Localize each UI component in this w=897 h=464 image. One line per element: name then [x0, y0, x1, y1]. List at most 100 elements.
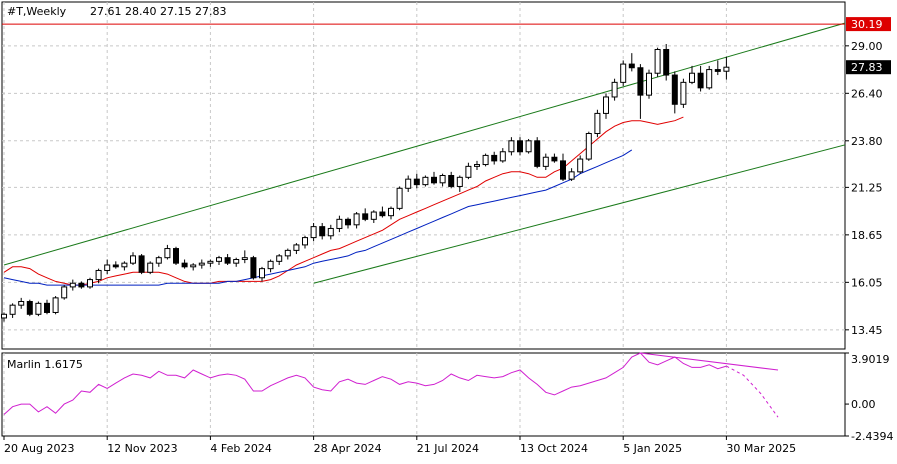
candle [139, 254, 144, 274]
price-tick-label: 29.00 [851, 40, 883, 53]
candle-body [208, 261, 213, 263]
candle-body [268, 261, 273, 268]
candle-body [423, 177, 428, 184]
candle [251, 256, 256, 280]
price-tick-label: 26.40 [851, 87, 883, 100]
candle-body [363, 214, 368, 219]
candle-body [535, 141, 540, 167]
candle-body [88, 280, 93, 287]
candle-body [475, 165, 480, 167]
candle-body [36, 303, 41, 314]
candle-body [156, 258, 161, 263]
candle-body [647, 73, 652, 95]
candle-body [578, 159, 583, 172]
level-price-label: 30.19 [851, 18, 883, 31]
candle [397, 186, 402, 210]
candle-body [526, 141, 531, 152]
candle [483, 154, 488, 167]
candle-body [165, 249, 170, 258]
candle [647, 70, 652, 99]
candle [535, 137, 540, 168]
candle-body [251, 258, 256, 278]
oscillator-title: Marlin 1.6175 [7, 358, 83, 371]
candle [62, 285, 67, 300]
oscillator-tick-label: 0.00 [851, 398, 876, 411]
candle-body [698, 73, 703, 88]
candle-body [457, 177, 462, 186]
candle [27, 300, 32, 316]
time-tick-label: 21 Jul 2024 [417, 442, 479, 455]
candle-body [518, 141, 523, 152]
candle-body [561, 161, 566, 179]
candle-body [96, 270, 101, 279]
candle-body [191, 265, 196, 267]
candle-body [483, 155, 488, 164]
candle-body [629, 64, 634, 68]
candle [707, 66, 712, 90]
candle-body [543, 157, 548, 166]
candle-body [595, 113, 600, 133]
current-price-label: 27.83 [851, 61, 883, 74]
candle-body [604, 97, 609, 113]
candle-body [62, 287, 67, 298]
candle-body [492, 155, 497, 160]
candle-body [70, 283, 75, 287]
candle-body [449, 176, 454, 187]
candle-body [406, 179, 411, 188]
oscillator-tick-label: 3.9019 [851, 353, 890, 366]
candle-body [389, 208, 394, 215]
candle-body [664, 49, 669, 75]
candle [526, 139, 531, 154]
candle [36, 302, 41, 317]
candle-body [225, 258, 230, 263]
candle [655, 48, 660, 77]
candle-body [586, 133, 591, 159]
candle-body [10, 305, 15, 314]
candle [681, 79, 686, 108]
candle [148, 261, 153, 274]
candle-body [234, 260, 239, 264]
time-tick-label: 20 Aug 2023 [4, 442, 74, 455]
candle [53, 296, 58, 314]
candle-body [440, 176, 445, 183]
chart-ohlc-label: 27.61 28.40 27.15 27.83 [90, 5, 226, 18]
candle-body [655, 49, 660, 73]
price-tick-label: 23.80 [851, 135, 883, 148]
candle [586, 132, 591, 161]
candle-body [53, 298, 58, 313]
candle-body [552, 157, 557, 161]
chart-symbol-label: #T,Weekly [7, 5, 67, 18]
candle-body [2, 314, 7, 318]
price-tick-label: 18.65 [851, 229, 883, 242]
candle-body [354, 214, 359, 225]
candle-body [45, 303, 50, 312]
candle-body [139, 256, 144, 272]
candle-body [285, 250, 290, 255]
candle-body [242, 258, 247, 260]
candle-body [148, 263, 153, 272]
candle-body [569, 172, 574, 179]
candle-body [260, 269, 265, 278]
candle-body [337, 219, 342, 228]
candle-body [217, 258, 222, 262]
candle [174, 247, 179, 265]
candle [621, 60, 626, 86]
candle-body [346, 219, 351, 224]
time-tick-label: 5 Jan 2025 [623, 442, 682, 455]
candle-body [79, 283, 84, 287]
time-tick-label: 12 Nov 2023 [107, 442, 177, 455]
price-tick-label: 21.25 [851, 181, 883, 194]
time-tick-label: 28 Apr 2024 [314, 442, 382, 455]
price-tick-label: 13.45 [851, 324, 883, 337]
oscillator-tick-label: -2.4394 [851, 430, 893, 443]
candle [612, 79, 617, 101]
candle-body [277, 256, 282, 261]
candle-body [328, 228, 333, 235]
candle-body [311, 227, 316, 238]
candle-body [320, 227, 325, 236]
candle-body [113, 265, 118, 267]
candle-body [724, 67, 729, 71]
